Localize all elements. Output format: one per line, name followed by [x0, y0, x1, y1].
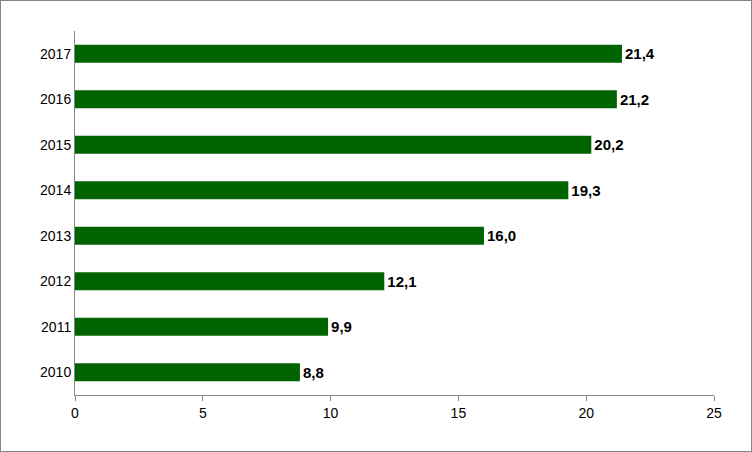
svg-text:9,9: 9,9	[331, 318, 352, 335]
svg-text:2017: 2017	[40, 46, 71, 62]
svg-text:21,2: 21,2	[620, 91, 649, 108]
svg-text:20,2: 20,2	[594, 136, 623, 153]
svg-text:20: 20	[578, 405, 594, 421]
svg-text:0: 0	[71, 405, 79, 421]
svg-text:19,3: 19,3	[571, 182, 600, 199]
svg-text:2011: 2011	[41, 319, 71, 335]
svg-text:2010: 2010	[40, 364, 71, 380]
svg-text:8,8: 8,8	[303, 364, 324, 381]
svg-text:2016: 2016	[40, 91, 71, 107]
svg-text:25: 25	[706, 405, 722, 421]
svg-text:21,4: 21,4	[625, 45, 655, 62]
svg-text:10: 10	[323, 405, 339, 421]
svg-text:16,0: 16,0	[487, 227, 516, 244]
svg-text:12,1: 12,1	[387, 273, 416, 290]
svg-text:2013: 2013	[40, 228, 71, 244]
svg-text:5: 5	[199, 405, 207, 421]
svg-text:2014: 2014	[40, 182, 71, 198]
svg-text:2012: 2012	[40, 273, 71, 289]
svg-text:2015: 2015	[40, 137, 71, 153]
svg-text:15: 15	[451, 405, 467, 421]
